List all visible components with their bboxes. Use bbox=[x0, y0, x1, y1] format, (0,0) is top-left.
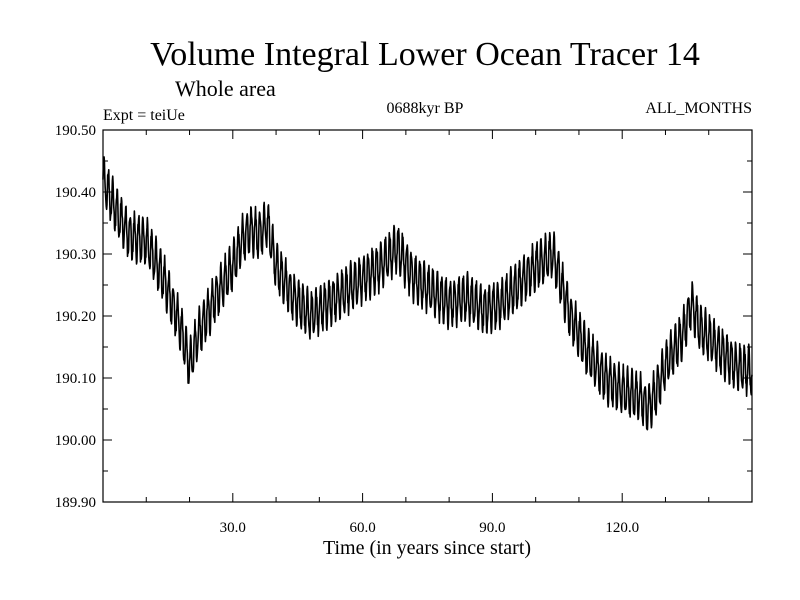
plot-frame bbox=[102, 129, 753, 503]
y-tick-label: 190.40 bbox=[55, 185, 96, 201]
season-label: ALL_MONTHS bbox=[645, 100, 752, 117]
experiment-label: Expt = teiUe bbox=[103, 107, 185, 124]
y-tick-label: 190.20 bbox=[55, 309, 96, 325]
chart-title: Volume Integral Lower Ocean Tracer 14 bbox=[150, 36, 700, 73]
y-tick-label: 190.00 bbox=[55, 433, 96, 449]
x-tick-label: 120.0 bbox=[605, 520, 639, 536]
y-tick-label: 189.90 bbox=[55, 495, 96, 511]
y-tick-label: 190.50 bbox=[55, 123, 96, 139]
x-tick-label: 90.0 bbox=[479, 520, 505, 536]
x-axis-label: Time (in years since start) bbox=[323, 537, 531, 559]
chart-subtitle: Whole area bbox=[175, 76, 276, 101]
y-tick-label: 190.10 bbox=[55, 371, 96, 387]
x-tick-label: 30.0 bbox=[220, 520, 246, 536]
axis-tick-labels: 30.0 60.0 90.0 120.0 189.90 190.00 190.10 190.2… bbox=[55, 123, 639, 536]
period-label: 0688kyr BP bbox=[387, 100, 464, 117]
y-tick-label: 190.30 bbox=[55, 247, 96, 263]
x-tick-label: 60.0 bbox=[349, 520, 375, 536]
series-line bbox=[102, 156, 753, 431]
